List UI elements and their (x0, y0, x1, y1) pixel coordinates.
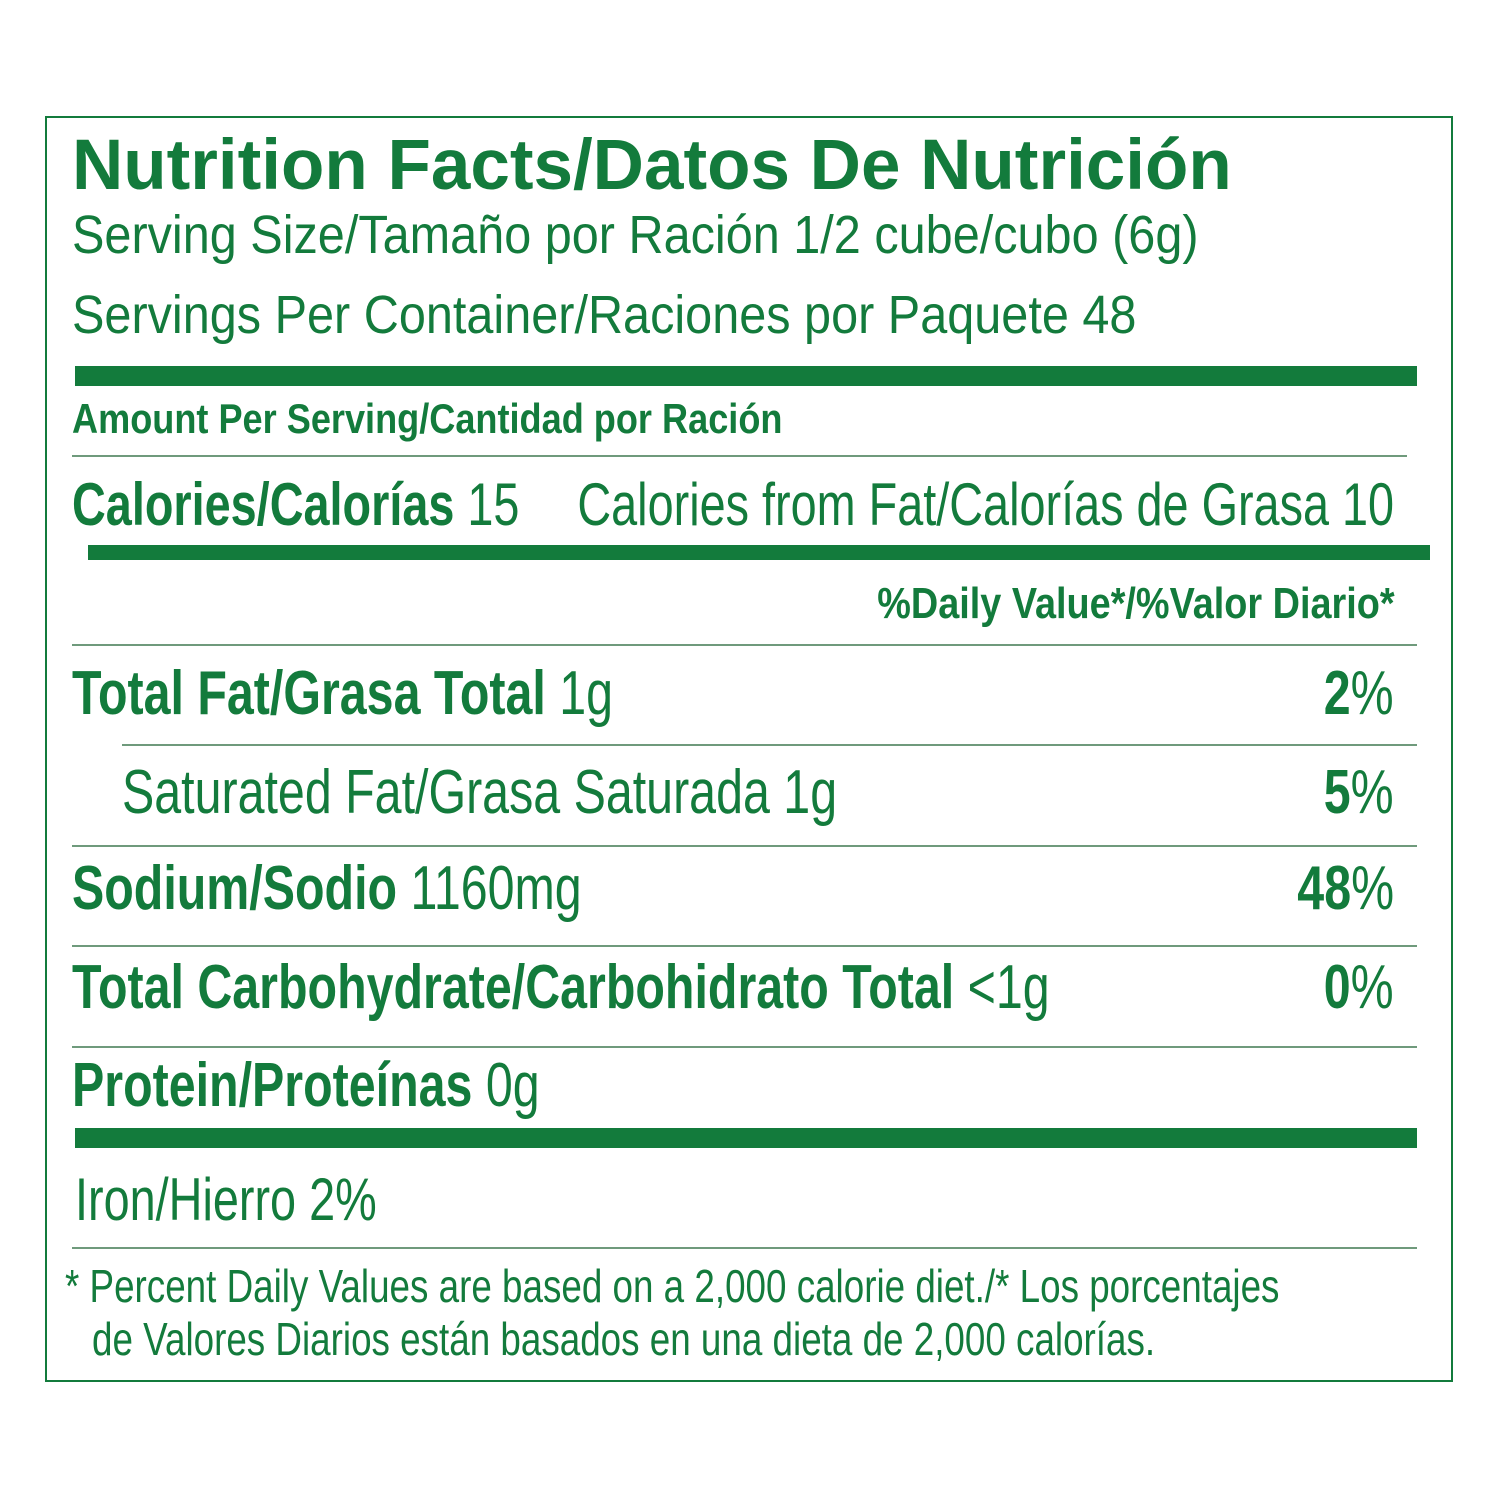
rule (72, 644, 1417, 646)
footnote-line: * Percent Daily Values are based on a 2,… (65, 1263, 1500, 1309)
dv: 2% (1324, 663, 1394, 725)
nutrient-row: Saturated Fat/Grasa Saturada 1g (122, 762, 1039, 824)
daily-value: 48% (1270, 858, 1394, 920)
nutrient-amount: 1160mg (410, 854, 582, 923)
dv-unit: % (1350, 659, 1394, 728)
calories-from-fat: Calories from Fat/Calorías de Grasa 10 (347, 475, 1394, 535)
rule (72, 1247, 1417, 1249)
servings-label: Servings Per Container/Raciones por Paqu… (72, 285, 1069, 345)
iron-row: Iron/Hierro 2% (75, 1170, 462, 1230)
calories-row: Calories/Calorías 15 (72, 475, 646, 535)
label-border (45, 116, 1453, 1382)
thick-rule (75, 1128, 1417, 1148)
nutrient: Protein/Proteínas 0g (72, 1055, 540, 1117)
dv-header: %Daily Value*/%Valor Diario* (793, 582, 1395, 626)
dv-number: 2 (1324, 659, 1351, 728)
rule (72, 945, 1417, 947)
thick-rule (75, 366, 1417, 386)
calories-value: 15 (467, 471, 520, 538)
footnote-text: de Valores Diarios están basados en una … (92, 1313, 1156, 1365)
iron-value: 2% (309, 1166, 377, 1233)
serving-size: Serving Size/Tamaño por Ración 1/2 cube/… (72, 208, 1324, 262)
servings-value: 48 (1082, 285, 1137, 345)
daily-value: 0% (1304, 957, 1394, 1019)
nutrient-name: Protein/Proteínas (72, 1051, 473, 1120)
rule (122, 744, 1417, 746)
cff-label: Calories from Fat/Calorías de Grasa (577, 471, 1329, 538)
nutrient: Total Fat/Grasa Total 1g (72, 663, 613, 725)
servings-per-container: Servings Per Container/Raciones por Paqu… (72, 288, 1255, 342)
iron: Iron/Hierro 2% (75, 1170, 377, 1230)
rule (72, 455, 1407, 457)
nutrient-row: Total Fat/Grasa Total 1g (72, 663, 766, 725)
cff-value: 10 (1341, 471, 1394, 538)
dv: 48% (1297, 858, 1394, 920)
serving-size-label: Serving Size/Tamaño por Ración (72, 205, 780, 265)
dv-header-text: %Daily Value*/%Valor Diario* (877, 579, 1395, 628)
nutrient-amount: 0g (485, 1051, 540, 1120)
nutrient-amount: 1g (783, 758, 838, 827)
calories: Calories/Calorías 15 (72, 475, 519, 535)
nutrient-row: Total Carbohydrate/Carbohidrato Total <1… (72, 957, 1325, 1019)
iron-label: Iron/Hierro (75, 1166, 297, 1233)
nutrient-name: Saturated Fat/Grasa Saturada (122, 758, 770, 827)
cff-text: Calories from Fat/Calorías de Grasa 10 (577, 475, 1394, 535)
nutrient: Sodium/Sodio 1160mg (72, 858, 582, 920)
nutrient-amount: <1g (967, 953, 1050, 1022)
title: Nutrition Facts/Datos De Nutrición (72, 126, 1232, 205)
dv: 5% (1324, 762, 1394, 824)
rule (72, 1046, 1417, 1048)
rule (72, 845, 1417, 847)
dv-number: 0 (1324, 953, 1351, 1022)
dv-unit: % (1350, 854, 1394, 923)
dv-unit: % (1350, 758, 1394, 827)
nutrient-name: Sodium/Sodio (72, 854, 398, 923)
nutrient-amount: 1g (559, 659, 614, 728)
dv-number: 5 (1324, 758, 1351, 827)
dv-unit: % (1350, 953, 1394, 1022)
daily-value: 2% (1304, 663, 1394, 725)
servings-text: Servings Per Container/Raciones por Paqu… (72, 288, 1136, 342)
serving-size-text: Serving Size/Tamaño por Ración 1/2 cube/… (72, 208, 1199, 262)
nutrient-row: Protein/Proteínas 0g (72, 1055, 672, 1117)
daily-value: 5% (1304, 762, 1394, 824)
nutrient-name: Total Carbohydrate/Carbohidrato Total (72, 953, 955, 1022)
footnote-text: * Percent Daily Values are based on a 2,… (65, 1260, 1280, 1312)
nutrient: Saturated Fat/Grasa Saturada 1g (122, 762, 837, 824)
dv-number: 48 (1297, 854, 1351, 923)
nutrient-row: Sodium/Sodio 1160mg (72, 858, 725, 920)
dv: 0% (1324, 957, 1394, 1019)
medium-rule (88, 545, 1430, 560)
calories-label: Calories/Calorías (72, 471, 455, 538)
nutrient: Total Carbohydrate/Carbohidrato Total <1… (72, 957, 1050, 1019)
serving-size-value: 1/2 cube/cubo (6g) (793, 205, 1199, 265)
amount-text: Amount Per Serving/Cantidad por Ración (72, 395, 783, 442)
nutrient-name: Total Fat/Grasa Total (72, 659, 546, 728)
footnote-line: de Valores Diarios están basados en una … (92, 1316, 1421, 1362)
amount-per-serving: Amount Per Serving/Cantidad por Ración (72, 398, 898, 440)
